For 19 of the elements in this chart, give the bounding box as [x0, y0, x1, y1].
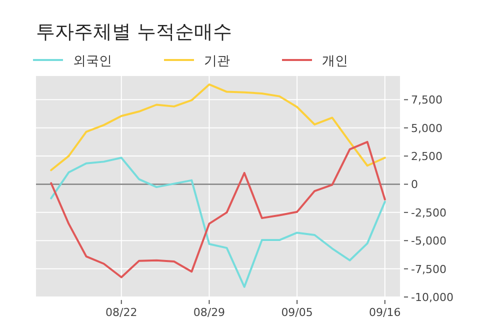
legend-label: 개인	[322, 54, 348, 69]
y-tick-label: -2,500	[411, 206, 446, 220]
x-tick-label: 08/22	[106, 306, 138, 319]
x-tick-label: 09/05	[281, 306, 313, 319]
line-series	[50, 83, 386, 172]
y-tick-label: 5,000	[411, 122, 442, 135]
x-tick-label: 09/16	[369, 306, 401, 319]
x-tick-label: 08/29	[193, 306, 226, 319]
y-tick-label: 7,500	[411, 94, 442, 107]
line-series	[50, 156, 386, 288]
legend-label: 외국인	[73, 54, 112, 69]
line-series	[50, 140, 386, 278]
chart-title: 투자주체별 누적순매수	[36, 21, 232, 43]
y-tick-label: -5,000	[411, 234, 446, 248]
y-tick-label: 2,500	[411, 150, 442, 164]
y-tick-label: 0	[411, 178, 418, 192]
legend-label: 기관	[204, 54, 230, 69]
y-tick-label: -10,000	[411, 291, 454, 304]
y-tick-label: -7,500	[411, 262, 446, 276]
